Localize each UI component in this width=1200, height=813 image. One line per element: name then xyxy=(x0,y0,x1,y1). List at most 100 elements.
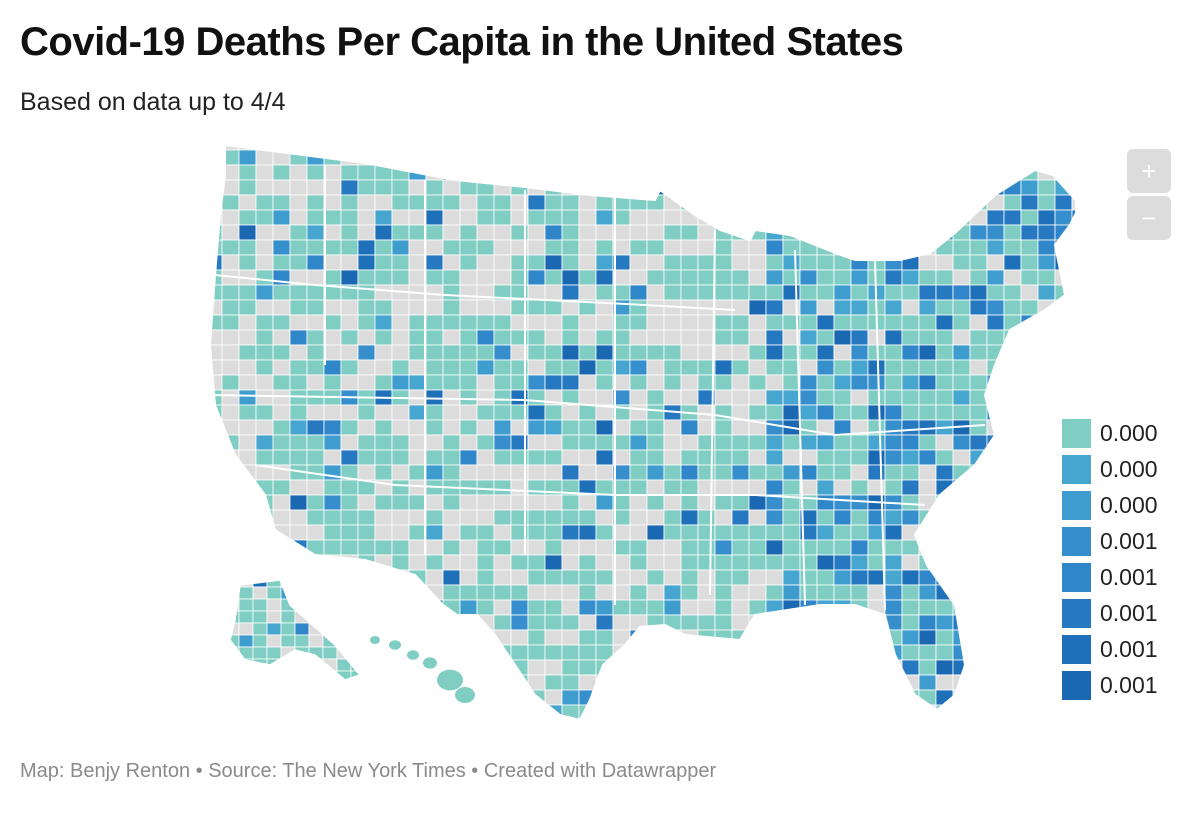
county-region[interactable] xyxy=(289,509,308,526)
county-region[interactable] xyxy=(255,149,274,166)
county-region[interactable] xyxy=(748,449,767,466)
county-region[interactable] xyxy=(459,539,478,556)
county-region[interactable] xyxy=(1003,434,1022,451)
county-region[interactable] xyxy=(714,449,733,466)
county-region[interactable] xyxy=(935,599,954,616)
county-region[interactable] xyxy=(281,683,295,695)
county-region[interactable] xyxy=(253,683,267,695)
county-region[interactable] xyxy=(476,224,495,241)
county-region[interactable] xyxy=(697,599,716,616)
county-region[interactable] xyxy=(595,419,614,436)
county-region[interactable] xyxy=(266,646,282,660)
county-region[interactable] xyxy=(697,539,716,556)
county-region[interactable] xyxy=(833,659,852,676)
county-region[interactable] xyxy=(255,359,274,376)
county-region[interactable] xyxy=(425,284,444,301)
county-region[interactable] xyxy=(459,554,478,571)
county-region[interactable] xyxy=(731,599,750,616)
county-region[interactable] xyxy=(544,314,563,331)
county-region[interactable] xyxy=(969,554,988,571)
county-region[interactable] xyxy=(323,135,342,151)
county-region[interactable] xyxy=(680,524,699,541)
county-region[interactable] xyxy=(765,569,784,586)
county-region[interactable] xyxy=(425,344,444,361)
county-region[interactable] xyxy=(459,719,478,725)
county-region[interactable] xyxy=(1003,164,1022,181)
county-region[interactable] xyxy=(374,224,393,241)
county-region[interactable] xyxy=(1037,554,1056,571)
county-region[interactable] xyxy=(306,569,325,586)
county-region[interactable] xyxy=(782,449,801,466)
county-region[interactable] xyxy=(765,314,784,331)
county-region[interactable] xyxy=(578,359,597,376)
county-region[interactable] xyxy=(782,689,801,706)
county-region[interactable] xyxy=(765,209,784,226)
county-region[interactable] xyxy=(629,284,648,301)
county-region[interactable] xyxy=(952,539,971,556)
county-region[interactable] xyxy=(952,284,971,301)
county-region[interactable] xyxy=(225,610,240,624)
county-region[interactable] xyxy=(391,689,410,706)
county-region[interactable] xyxy=(935,194,954,211)
county-region[interactable] xyxy=(408,704,427,720)
county-region[interactable] xyxy=(357,689,376,706)
county-region[interactable] xyxy=(833,509,852,526)
county-region[interactable] xyxy=(493,269,512,286)
county-region[interactable] xyxy=(527,554,546,571)
county-region[interactable] xyxy=(309,683,323,695)
county-region[interactable] xyxy=(272,224,291,241)
county-region[interactable] xyxy=(493,569,512,586)
county-region[interactable] xyxy=(663,524,682,541)
county-region[interactable] xyxy=(442,299,461,316)
county-region[interactable] xyxy=(408,404,427,421)
county-region[interactable] xyxy=(816,509,835,526)
county-region[interactable] xyxy=(969,704,988,720)
county-region[interactable] xyxy=(782,704,801,720)
county-region[interactable] xyxy=(544,539,563,556)
county-region[interactable] xyxy=(238,634,254,648)
county-region[interactable] xyxy=(918,179,937,196)
county-region[interactable] xyxy=(1054,149,1073,166)
county-region[interactable] xyxy=(340,194,359,211)
county-region[interactable] xyxy=(272,239,291,256)
county-region[interactable] xyxy=(308,670,324,683)
county-region[interactable] xyxy=(833,389,852,406)
county-region[interactable] xyxy=(493,224,512,241)
county-region[interactable] xyxy=(748,404,767,421)
county-region[interactable] xyxy=(629,239,648,256)
county-region[interactable] xyxy=(289,149,308,166)
county-region[interactable] xyxy=(1037,524,1056,541)
county-region[interactable] xyxy=(459,209,478,226)
county-region[interactable] xyxy=(306,599,325,616)
county-region[interactable] xyxy=(294,622,310,636)
county-region[interactable] xyxy=(510,644,529,661)
county-region[interactable] xyxy=(340,584,359,601)
county-region[interactable] xyxy=(663,389,682,406)
county-region[interactable] xyxy=(782,269,801,286)
county-region[interactable] xyxy=(918,344,937,361)
county-region[interactable] xyxy=(969,239,988,256)
county-region[interactable] xyxy=(816,569,835,586)
county-region[interactable] xyxy=(527,584,546,601)
county-region[interactable] xyxy=(901,209,920,226)
county-region[interactable] xyxy=(510,599,529,616)
county-region[interactable] xyxy=(731,674,750,691)
county-region[interactable] xyxy=(646,659,665,676)
county-region[interactable] xyxy=(969,389,988,406)
county-region[interactable] xyxy=(1071,164,1075,181)
county-region[interactable] xyxy=(374,344,393,361)
county-region[interactable] xyxy=(544,164,563,181)
county-region[interactable] xyxy=(255,209,274,226)
county-region[interactable] xyxy=(1003,719,1022,725)
county-region[interactable] xyxy=(850,224,869,241)
county-region[interactable] xyxy=(391,464,410,481)
county-region[interactable] xyxy=(289,179,308,196)
county-region[interactable] xyxy=(1020,434,1039,451)
county-region[interactable] xyxy=(476,239,495,256)
county-region[interactable] xyxy=(1037,509,1056,526)
county-region[interactable] xyxy=(714,329,733,346)
county-region[interactable] xyxy=(646,494,665,511)
county-region[interactable] xyxy=(1020,449,1039,466)
county-region[interactable] xyxy=(663,419,682,436)
county-region[interactable] xyxy=(527,329,546,346)
